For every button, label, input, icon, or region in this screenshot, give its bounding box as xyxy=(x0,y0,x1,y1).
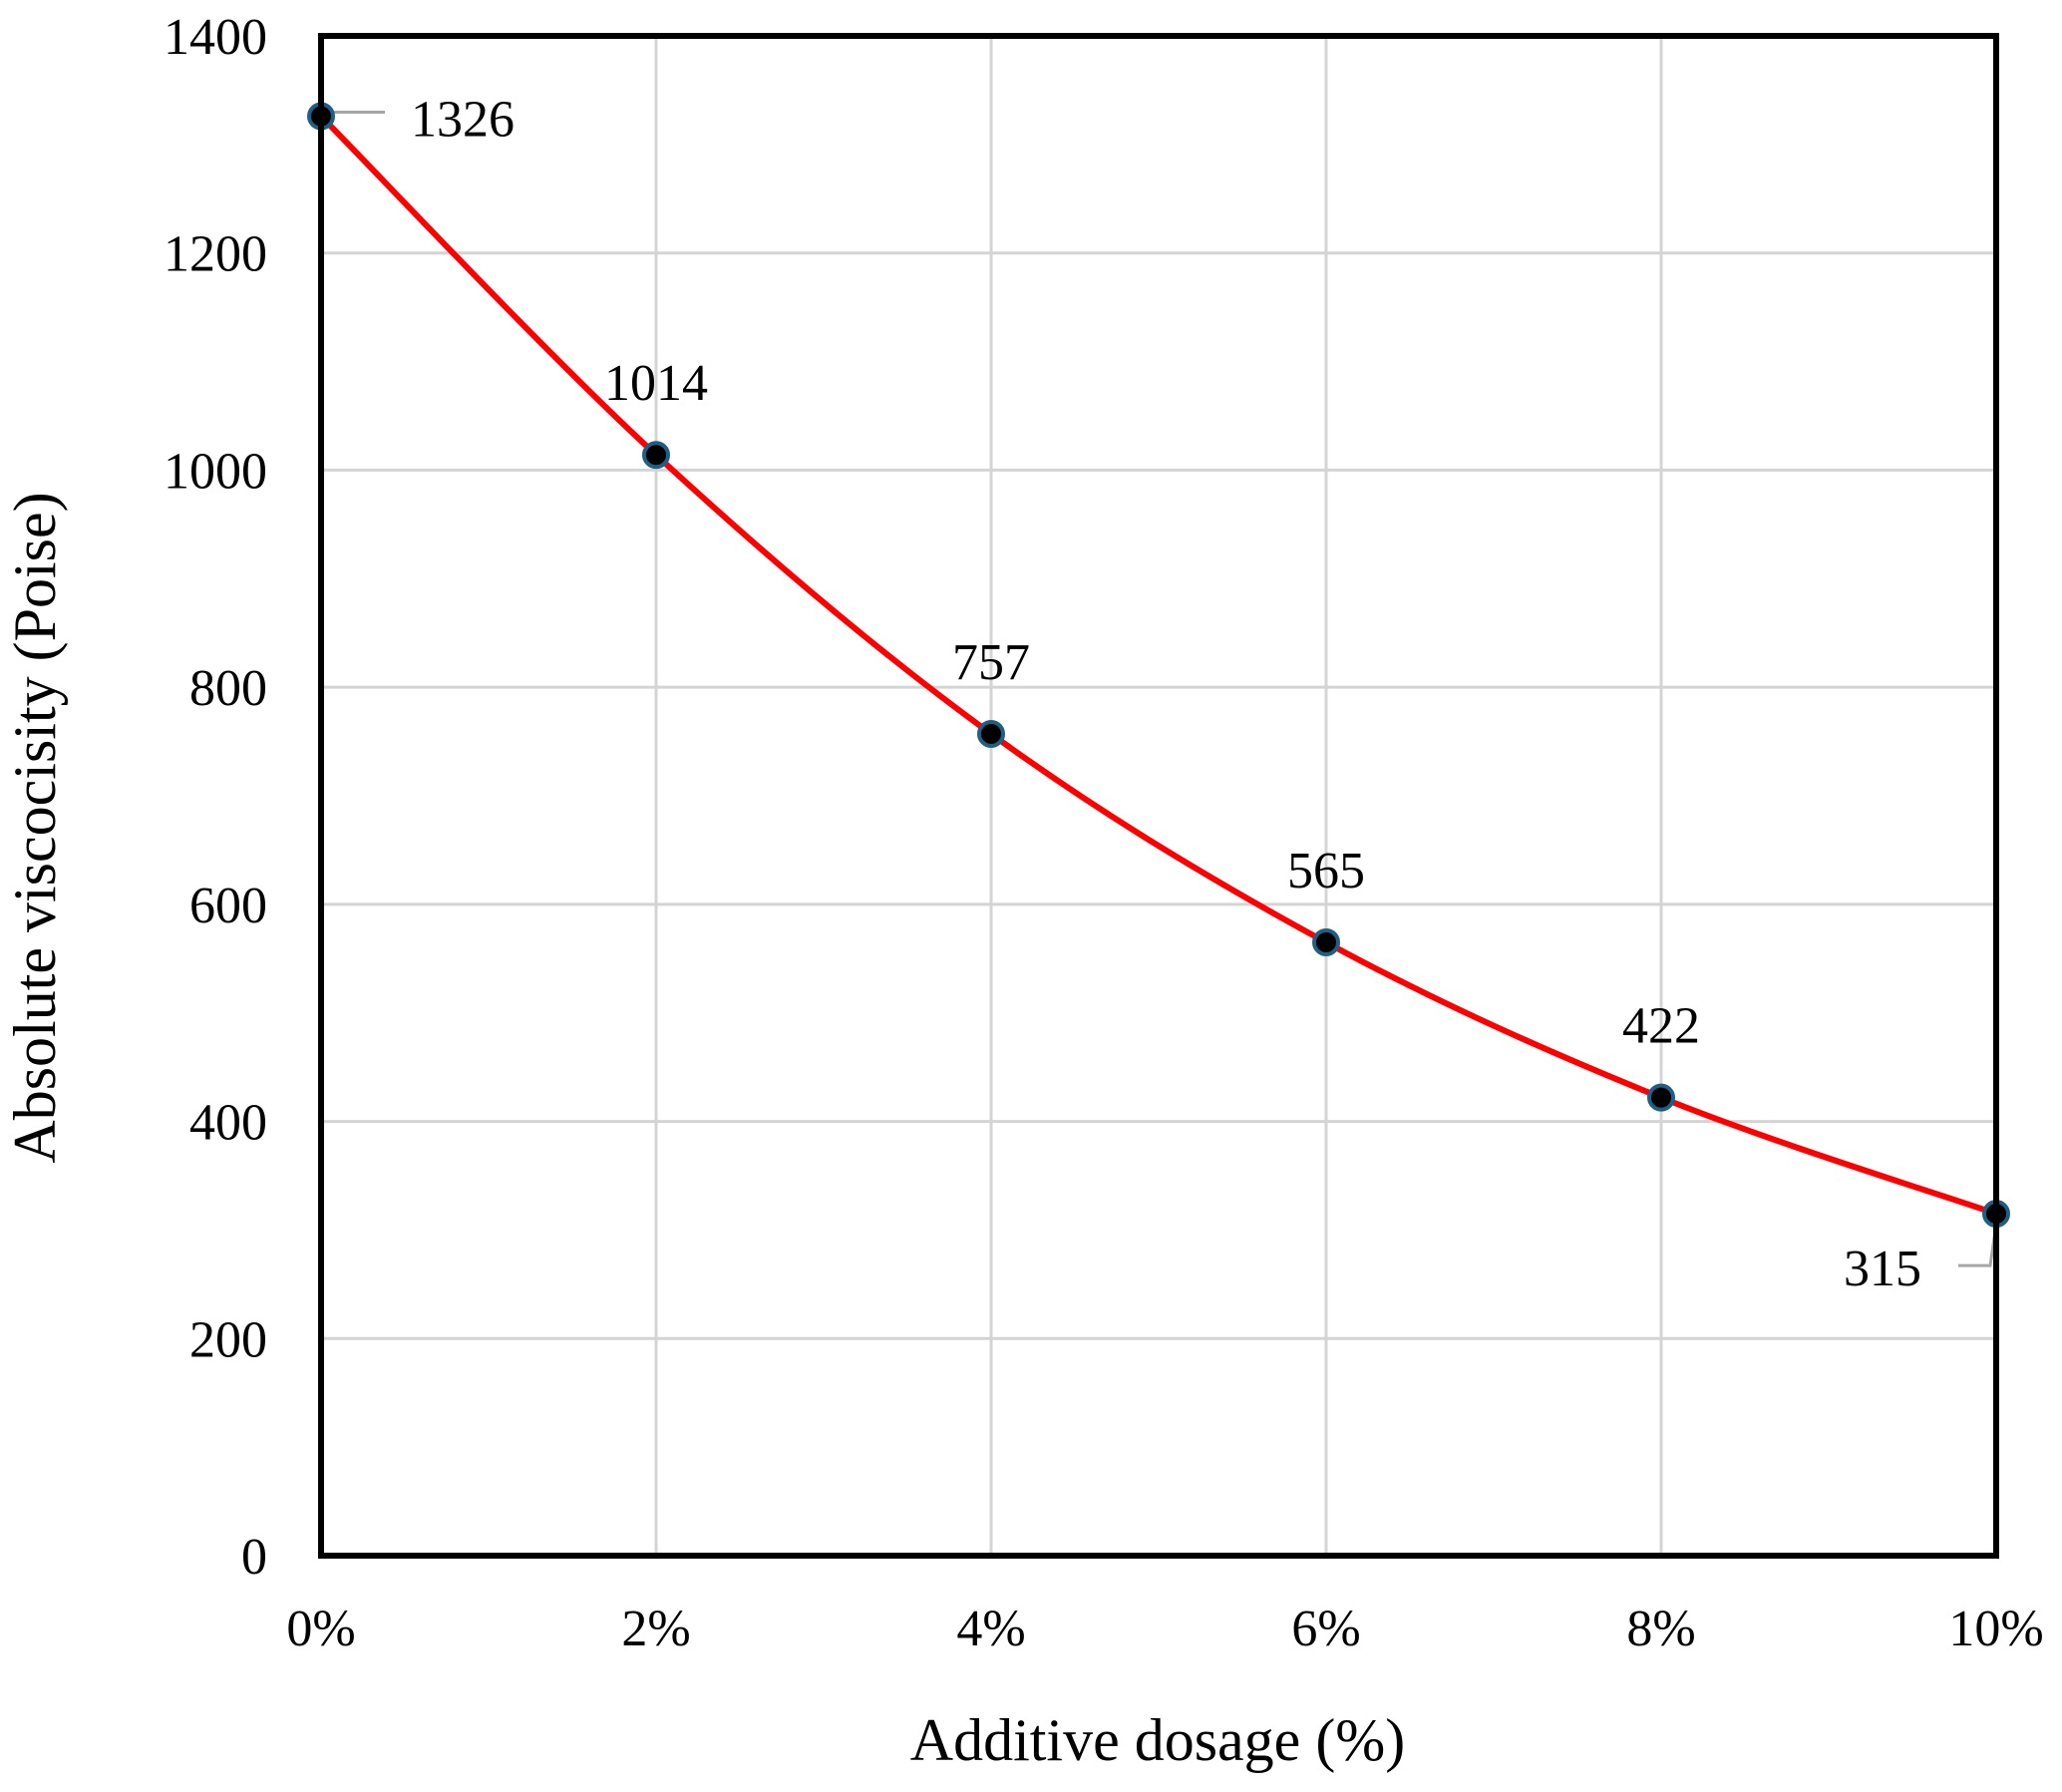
series-curve-group xyxy=(318,113,1999,1218)
x-tick-label-0: 0% xyxy=(286,1601,355,1657)
y-tick-label-1200: 1200 xyxy=(164,226,267,283)
y-tick-label-1400: 1400 xyxy=(164,9,267,66)
data-point-3 xyxy=(1312,927,1340,956)
data-labels: 1326 1014 757 565 422 315 xyxy=(411,92,1921,1298)
data-label-0: 1326 xyxy=(411,92,515,149)
plot-border xyxy=(318,33,1999,1559)
y-tick-label-200: 200 xyxy=(189,1311,267,1368)
x-axis-title: Additive dosage (%) xyxy=(910,1707,1406,1773)
x-axis-ticks: 0% 2% 4% 6% 8% 10% xyxy=(286,1601,2043,1657)
data-label-1: 1014 xyxy=(604,355,708,412)
x-tick-label-5: 10% xyxy=(1948,1601,2043,1657)
data-label-4: 422 xyxy=(1622,998,1700,1055)
y-tick-label-400: 400 xyxy=(189,1095,267,1152)
y-tick-label-1000: 1000 xyxy=(164,443,267,500)
data-label-3: 565 xyxy=(1287,843,1365,899)
x-tick-label-3: 6% xyxy=(1291,1601,1360,1657)
data-label-2: 757 xyxy=(952,634,1030,691)
x-tick-label-1: 2% xyxy=(621,1601,690,1657)
y-axis-ticks: 0 200 400 600 800 1000 1200 1400 xyxy=(164,9,267,1586)
grid-lines xyxy=(319,34,1998,1558)
y-axis-title: Absolute viscocisity (Poise) xyxy=(2,492,68,1163)
y-tick-label-800: 800 xyxy=(189,660,267,717)
data-point-2 xyxy=(977,719,1005,748)
data-markers xyxy=(307,102,2010,1229)
data-point-4 xyxy=(1647,1083,1675,1112)
leader-lines xyxy=(329,111,1998,1267)
plot-frame xyxy=(318,33,1999,1559)
x-tick-label-2: 4% xyxy=(956,1601,1025,1657)
y-tick-label-0: 0 xyxy=(241,1529,267,1586)
y-tick-label-600: 600 xyxy=(189,878,267,934)
data-label-5: 315 xyxy=(1844,1241,1921,1297)
x-tick-label-4: 8% xyxy=(1626,1601,1695,1657)
data-point-1 xyxy=(642,441,670,470)
series-line xyxy=(318,113,1999,1218)
leader-line-5 xyxy=(1958,1223,1998,1267)
